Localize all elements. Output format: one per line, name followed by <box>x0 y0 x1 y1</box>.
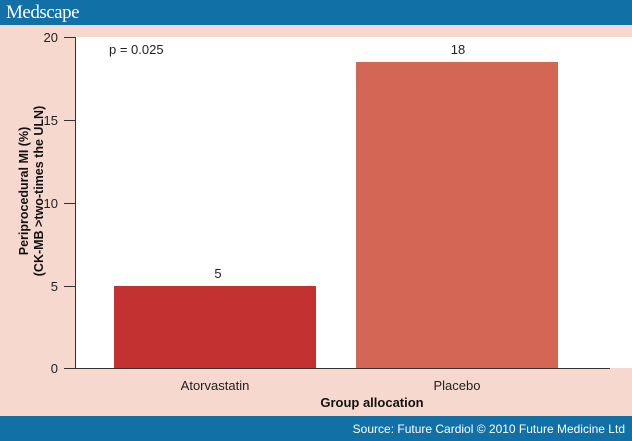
bar-value-atorvastatin: 5 <box>214 266 222 281</box>
header-bar: Medscape <box>0 0 632 25</box>
y-tick <box>64 37 75 38</box>
x-axis <box>64 368 610 369</box>
y-axis <box>75 37 76 369</box>
y-tick <box>64 120 75 121</box>
y-axis-title-line1: Periprocedural MI (%) <box>17 126 31 256</box>
bar-placebo <box>356 62 558 368</box>
bar-atorvastatin <box>114 286 316 368</box>
y-tick-label: 15 <box>43 113 58 128</box>
y-axis-title-line2: (CK-MB >two-times the ULN) <box>32 105 46 277</box>
category-label-placebo: Placebo <box>433 378 481 393</box>
y-tick-label: 5 <box>50 279 58 294</box>
y-tick-label: 20 <box>43 30 58 45</box>
medscape-logo: Medscape <box>6 2 80 23</box>
x-axis-title: Group allocation <box>320 395 424 410</box>
y-tick-label: 10 <box>43 196 58 211</box>
p-value-annotation: p = 0.025 <box>109 42 164 57</box>
y-tick-label: 0 <box>50 361 58 376</box>
source-credit: Source: Future Cardiol © 2010 Future Med… <box>352 422 625 436</box>
category-label-atorvastatin: Atorvastatin <box>180 378 250 393</box>
y-tick <box>64 203 75 204</box>
bar-value-placebo: 18 <box>450 42 466 57</box>
footer-bar: Source: Future Cardiol © 2010 Future Med… <box>0 416 632 441</box>
y-axis-title: Periprocedural MI (%) (CK-MB >two-times … <box>17 51 47 331</box>
y-tick <box>64 286 75 287</box>
